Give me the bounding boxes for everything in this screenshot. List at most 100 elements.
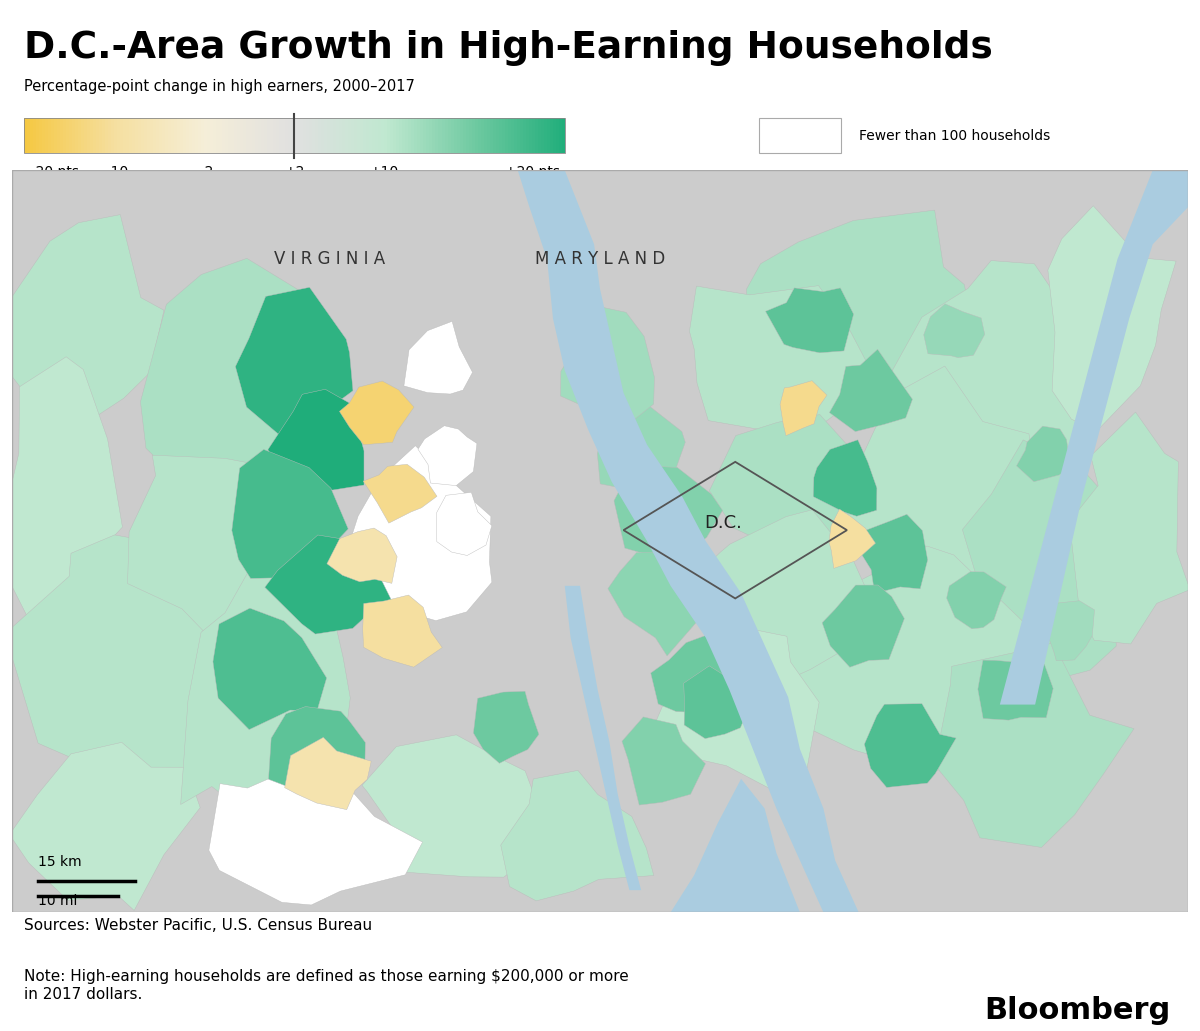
Bar [402, 119, 406, 154]
Polygon shape [1, 357, 122, 642]
Bar [526, 119, 529, 154]
Polygon shape [766, 288, 853, 353]
Bar [310, 119, 313, 154]
Bar [478, 119, 481, 154]
Bar [382, 119, 385, 154]
Bar [758, 119, 841, 154]
Bar [38, 119, 42, 154]
Bar [523, 119, 527, 154]
Bar [514, 119, 517, 154]
Text: 15 km: 15 km [38, 856, 82, 869]
Polygon shape [780, 546, 1028, 772]
Text: Note: High-earning households are defined as those earning $200,000 or more
in 2: Note: High-earning households are define… [24, 969, 629, 1002]
Bar [390, 119, 394, 154]
Bar [92, 119, 96, 154]
Bar [238, 119, 241, 154]
Text: −2: −2 [194, 165, 215, 178]
Bar [348, 119, 352, 154]
Polygon shape [814, 440, 877, 517]
Text: Percentage-point change in high earners, 2000–2017: Percentage-point change in high earners,… [24, 79, 415, 94]
Bar [414, 119, 418, 154]
Bar [318, 119, 322, 154]
Bar [32, 119, 36, 154]
Text: Bloomberg: Bloomberg [984, 996, 1170, 1025]
Polygon shape [517, 170, 859, 912]
Bar [150, 119, 154, 154]
Bar [460, 119, 463, 154]
Bar [502, 119, 505, 154]
Bar [492, 119, 496, 154]
Polygon shape [340, 381, 414, 444]
Bar [144, 119, 148, 154]
Polygon shape [362, 735, 554, 877]
Bar [274, 119, 277, 154]
Bar [511, 119, 515, 154]
Bar [550, 119, 553, 154]
Bar [196, 119, 199, 154]
Bar [426, 119, 430, 154]
Bar [408, 119, 412, 154]
Bar [364, 119, 367, 154]
Bar [276, 119, 280, 154]
Bar [520, 119, 523, 154]
Bar [396, 119, 400, 154]
Bar [166, 119, 169, 154]
Polygon shape [437, 493, 492, 556]
Bar [532, 119, 535, 154]
Bar [204, 119, 208, 154]
Bar [178, 119, 181, 154]
Polygon shape [364, 464, 437, 523]
Bar [56, 119, 60, 154]
Polygon shape [1048, 206, 1176, 431]
Bar [505, 119, 509, 154]
Polygon shape [924, 304, 985, 358]
Bar [50, 119, 54, 154]
Text: Fewer than 100 households: Fewer than 100 households [859, 129, 1050, 142]
Bar [108, 119, 112, 154]
Bar [559, 119, 563, 154]
Bar [80, 119, 84, 154]
Polygon shape [826, 366, 1033, 580]
Bar [262, 119, 265, 154]
Polygon shape [0, 214, 164, 436]
Text: −20 pts.: −20 pts. [24, 165, 83, 178]
Bar [68, 119, 72, 154]
Bar [466, 119, 469, 154]
Bar [474, 119, 478, 154]
Polygon shape [829, 350, 912, 432]
Bar [90, 119, 94, 154]
Bar [354, 119, 358, 154]
Bar [268, 119, 271, 154]
Bar [366, 119, 370, 154]
Polygon shape [1069, 412, 1190, 644]
Bar [264, 119, 268, 154]
Polygon shape [5, 535, 247, 804]
Polygon shape [962, 440, 1116, 678]
Bar [529, 119, 533, 154]
Bar [104, 119, 108, 154]
Bar [442, 119, 445, 154]
Polygon shape [418, 426, 476, 486]
Polygon shape [268, 390, 364, 492]
Polygon shape [864, 704, 956, 788]
Bar [342, 119, 346, 154]
Bar [372, 119, 376, 154]
Polygon shape [232, 450, 348, 578]
Polygon shape [614, 467, 722, 561]
Bar [330, 119, 334, 154]
Bar [66, 119, 70, 154]
Bar [324, 119, 328, 154]
Polygon shape [673, 509, 878, 689]
Bar [128, 119, 132, 154]
Bar [74, 119, 78, 154]
Bar [174, 119, 178, 154]
Bar [240, 119, 244, 154]
Polygon shape [1016, 426, 1073, 481]
Polygon shape [209, 763, 422, 905]
Bar [252, 119, 256, 154]
Polygon shape [404, 322, 473, 394]
Bar [132, 119, 136, 154]
Bar [232, 119, 235, 154]
Bar [202, 119, 205, 154]
Polygon shape [947, 572, 1007, 629]
